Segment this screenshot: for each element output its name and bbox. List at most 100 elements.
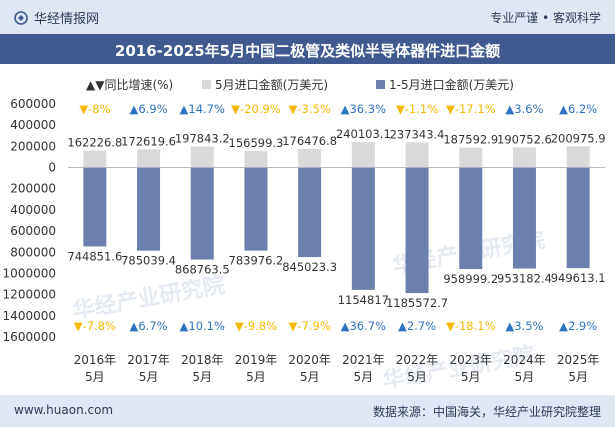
y-tick-label: 400000 — [10, 118, 56, 132]
x-tick-label-month: 5月 — [568, 370, 588, 384]
bar-may-label: 172619.6 — [121, 134, 176, 148]
growth-ytd-label: ▼-7.9% — [289, 319, 331, 333]
brand: 华经情报网 — [14, 8, 99, 27]
watermark-text: 华经产业研究院 — [71, 272, 227, 324]
bar-ytd-label: 958999.2 — [443, 272, 498, 286]
bar-may-label: 200975.9 — [551, 131, 606, 145]
bar-may — [190, 146, 214, 168]
x-tick-label-year: 2021年 — [342, 353, 385, 367]
y-tick-label: 1200000 — [3, 288, 56, 302]
legend-swatch-may — [202, 80, 211, 89]
x-tick-label-year: 2019年 — [235, 353, 278, 367]
bar-may — [512, 147, 536, 168]
y-tick-label: 200000 — [10, 182, 56, 196]
growth-may-label: ▼-8% — [79, 102, 110, 116]
bar-may-label: 162226.8 — [67, 135, 122, 149]
website: www.huaon.com — [14, 403, 114, 417]
bar-ytd — [83, 167, 107, 247]
x-tick-label-month: 5月 — [354, 370, 374, 384]
growth-may-label: ▲14.7% — [180, 102, 225, 116]
watermark-text: 华经产业研究院 — [381, 342, 537, 394]
growth-may-label: ▼-20.9% — [231, 102, 281, 116]
growth-ytd-label: ▼-9.8% — [235, 319, 277, 333]
x-tick-label-month: 5月 — [85, 370, 105, 384]
top-banner: 华经情报网 专业严谨 • 客观科学 — [0, 0, 615, 34]
x-tick-label-month: 5月 — [515, 370, 535, 384]
growth-may-label: ▲36.3% — [341, 102, 386, 116]
bar-may — [244, 150, 268, 168]
x-tick-label-year: 2020年 — [288, 353, 331, 367]
bar-ytd-label: 949613.1 — [551, 271, 606, 285]
y-tick-label: 1000000 — [3, 266, 56, 280]
growth-ytd-label: ▲6.7% — [130, 319, 168, 333]
brand-name: 华经情报网 — [34, 12, 100, 27]
bar-may-label: 156599.3 — [229, 136, 284, 150]
y-tick-label: 0 — [48, 161, 56, 175]
bar-ytd — [244, 167, 268, 251]
x-tick-label-month: 5月 — [461, 370, 481, 384]
growth-ytd-label: ▲2.9% — [559, 319, 597, 333]
legend-may: 5月进口金额(万美元) — [215, 77, 328, 92]
bar-ytd — [405, 167, 429, 294]
growth-ytd-label: ▲2.7% — [398, 319, 436, 333]
x-tick-label-month: 5月 — [139, 370, 159, 384]
bar-ytd — [351, 167, 375, 290]
x-tick-label-year: 2022年 — [396, 353, 439, 367]
y-tick-label: 600000 — [10, 97, 56, 111]
bottom-banner: www.huaon.com 数据来源：中国海关，华经产业研究院整理 — [0, 395, 615, 427]
y-tick-label: 200000 — [10, 139, 56, 153]
x-tick-label-year: 2018年 — [181, 353, 224, 367]
bar-may — [298, 148, 322, 168]
bar-may — [351, 142, 375, 168]
x-tick-label-month: 5月 — [407, 370, 427, 384]
bar-ytd-label: 953182.4 — [497, 271, 552, 285]
growth-may-label: ▲3.6% — [505, 102, 543, 116]
x-tick-label-month: 5月 — [300, 370, 320, 384]
growth-ytd-label: ▲36.7% — [341, 319, 386, 333]
bar-ytd-label: 868763.5 — [175, 263, 230, 277]
bar-ytd — [190, 167, 214, 260]
x-tick-label-year: 2017年 — [127, 353, 170, 367]
y-tick-label: 600000 — [10, 224, 56, 238]
bar-ytd-label: 1185572.7 — [386, 296, 448, 310]
chart: 华经产业研究院华经产业研究院华经产业研究院▲▼同比增速(%)5月进口金额(万美元… — [3, 77, 606, 394]
growth-ytd-label: ▲10.1% — [180, 319, 225, 333]
growth-may-label: ▲6.2% — [559, 102, 597, 116]
legend-swatch-ytd — [376, 80, 385, 89]
y-tick-label: 1600000 — [3, 330, 56, 344]
x-tick-label-year: 2016年 — [74, 353, 117, 367]
growth-ytd-label: ▼-18.1% — [446, 319, 496, 333]
bar-may-label: 190752.6 — [497, 132, 552, 146]
bar-ytd-label: 1154817 — [338, 293, 389, 307]
x-tick-label-month: 5月 — [192, 370, 212, 384]
data-source: 数据来源：中国海关，华经产业研究院整理 — [372, 405, 601, 419]
bar-may — [566, 146, 590, 168]
bar-ytd — [512, 167, 536, 269]
x-tick-label-year: 2023年 — [449, 353, 492, 367]
bar-ytd — [459, 167, 483, 270]
bar-may-label: 240103.1 — [336, 127, 391, 141]
bar-ytd — [298, 167, 322, 258]
growth-ytd-label: ▲3.5% — [505, 319, 543, 333]
bar-ytd-label: 783976.2 — [229, 254, 284, 268]
bar-may-label: 237343.4 — [390, 127, 445, 141]
bar-may-label: 176476.8 — [282, 134, 337, 148]
x-tick-label-year: 2024年 — [503, 353, 546, 367]
x-tick-label-month: 5月 — [246, 370, 266, 384]
bar-ytd — [137, 167, 161, 251]
growth-ytd-label: ▼-7.8% — [74, 319, 116, 333]
y-tick-label: 400000 — [10, 203, 56, 217]
y-tick-label: 800000 — [10, 245, 56, 259]
bar-may — [405, 142, 429, 168]
bar-may — [137, 149, 161, 168]
bar-ytd-label: 845023.3 — [282, 260, 337, 274]
x-tick-label-year: 2025年 — [557, 353, 600, 367]
growth-may-label: ▲6.9% — [130, 102, 168, 116]
growth-may-label: ▼-17.1% — [446, 102, 496, 116]
growth-may-label: ▼-1.1% — [396, 102, 438, 116]
legend-ytd: 1-5月进口金额(万美元) — [389, 77, 514, 92]
slogan: 专业严谨 • 客观科学 — [490, 11, 601, 25]
bar-ytd — [566, 167, 590, 269]
bar-may — [83, 150, 107, 168]
growth-may-label: ▼-3.5% — [289, 102, 331, 116]
